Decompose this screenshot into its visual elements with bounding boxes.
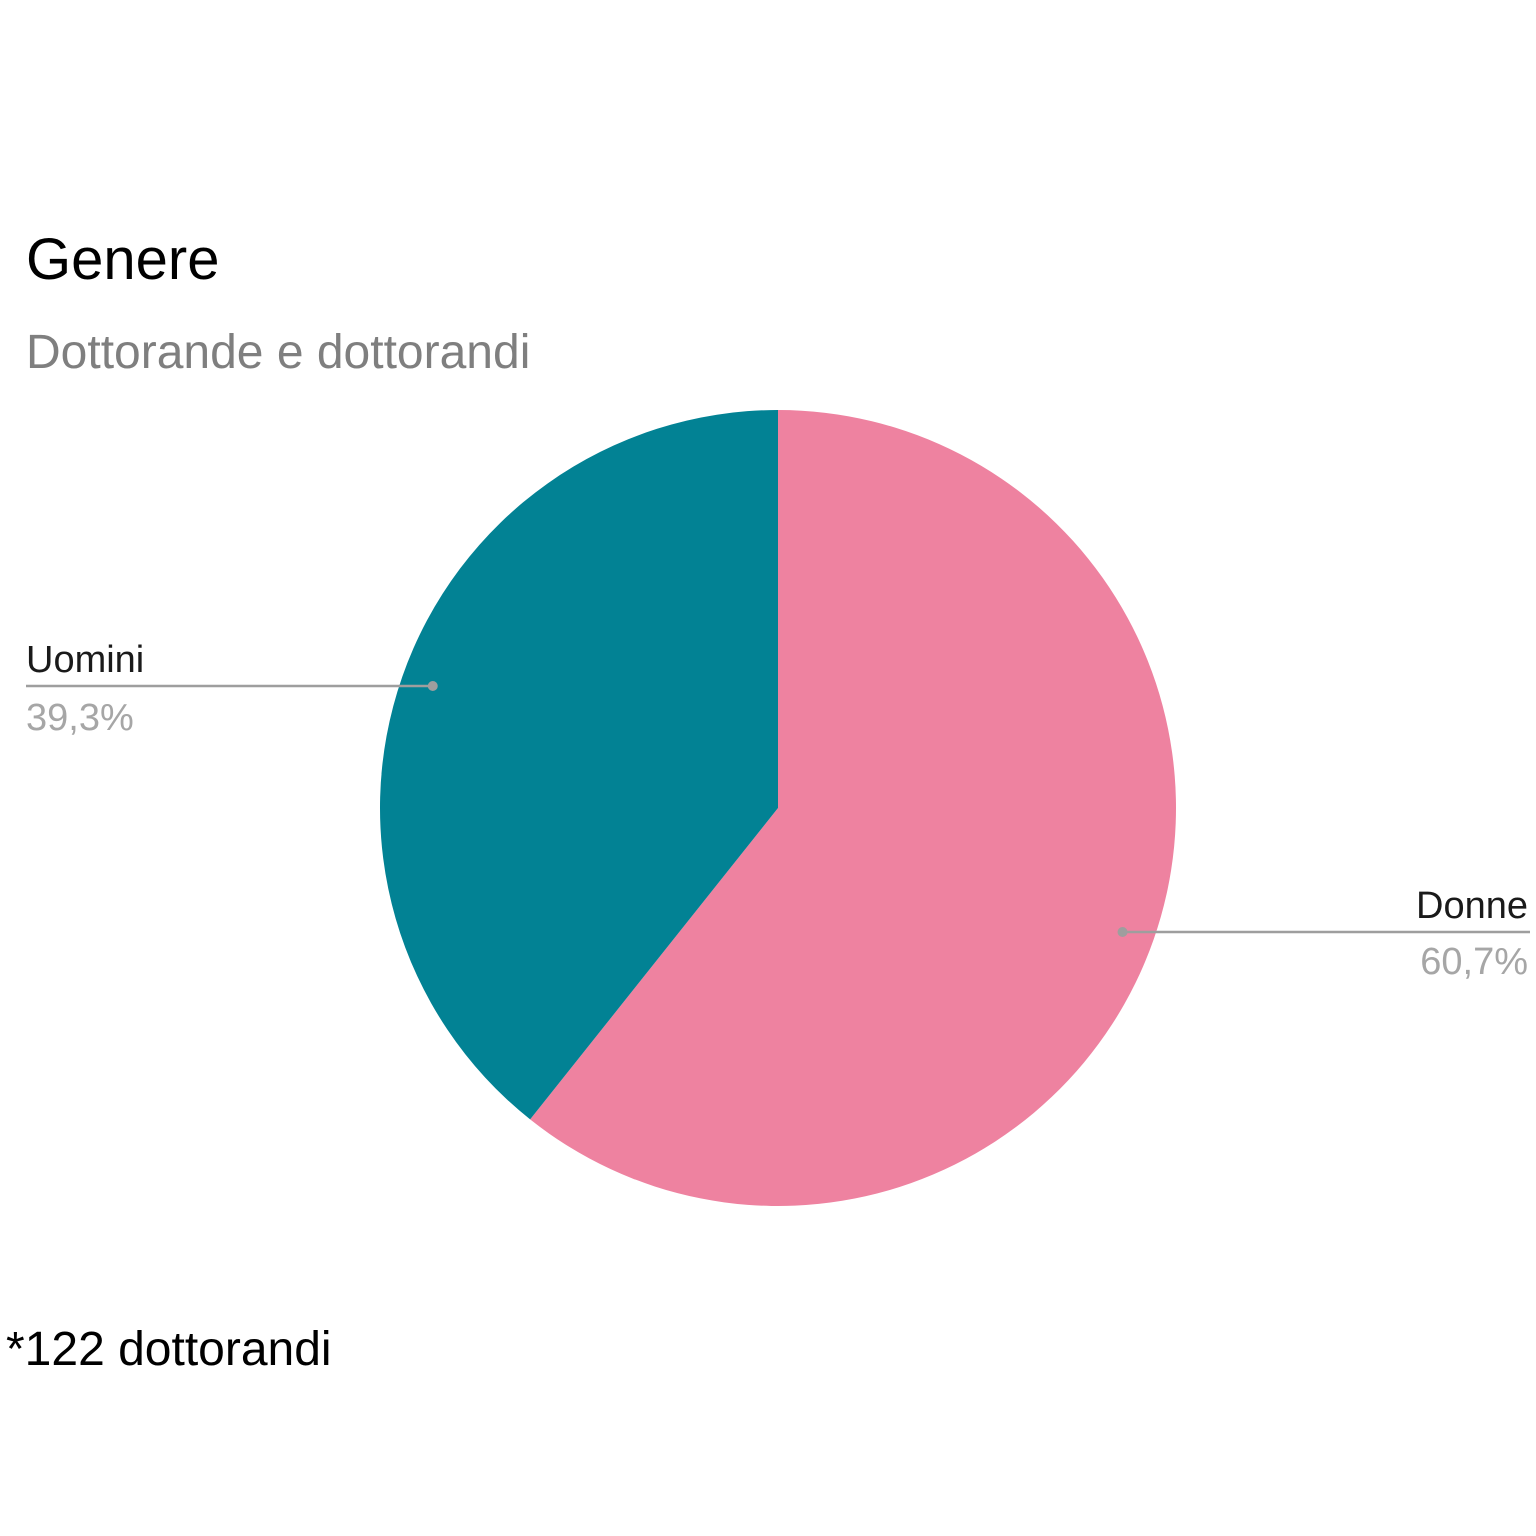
slice-label-donne: Donne [1416, 885, 1528, 927]
slice-value-donne: 60,7% [1420, 941, 1528, 983]
slice-label-uomini: Uomini [26, 639, 144, 681]
chart-title: Genere [26, 227, 220, 292]
leader-dot-uomini [427, 681, 438, 691]
pie-slice-uomini [380, 409, 778, 1120]
leader-dot-donne [1117, 927, 1128, 937]
chart-subtitle: Dottorande e dottorandi [26, 326, 531, 379]
pie-slice-donne [530, 410, 1176, 1206]
slice-value-uomini: 39,3% [26, 697, 134, 739]
footnote: *122 dottorandi [6, 1323, 332, 1376]
